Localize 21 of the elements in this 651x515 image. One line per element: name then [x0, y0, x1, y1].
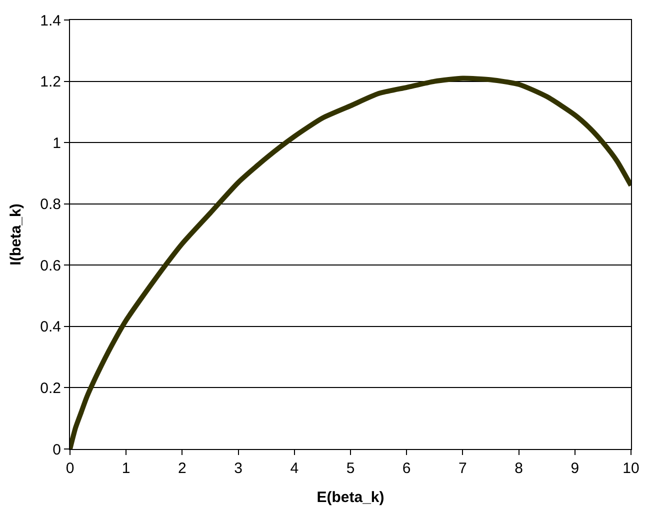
x-tick-label: 9 — [570, 460, 580, 477]
x-tick-label: 5 — [346, 460, 355, 477]
y-tick-label: 0.6 — [40, 257, 61, 274]
x-tick-label: 6 — [402, 460, 411, 477]
x-tick-label: 8 — [514, 460, 523, 477]
y-axis-title: I(beta_k) — [7, 204, 24, 266]
x-tick-label: 3 — [234, 460, 242, 477]
x-tick-label: 0 — [66, 460, 74, 477]
x-tick-label: 1 — [122, 460, 130, 477]
y-tick-label: 0.2 — [40, 380, 61, 397]
x-tick-label: 2 — [178, 460, 186, 477]
y-tick-label: 1.2 — [40, 74, 61, 91]
x-tick-label: 10 — [622, 460, 640, 477]
y-tick-label: 1 — [52, 134, 61, 152]
y-tick-label: 0 — [52, 441, 61, 458]
y-tick-label: 0.8 — [40, 196, 61, 214]
x-tick-label: 4 — [290, 460, 299, 477]
y-tick-label: 0.4 — [40, 318, 61, 336]
x-axis-title: E(beta_k) — [316, 489, 384, 506]
y-tick-label: 1.4 — [40, 12, 61, 30]
x-tick-label: 7 — [458, 460, 467, 477]
